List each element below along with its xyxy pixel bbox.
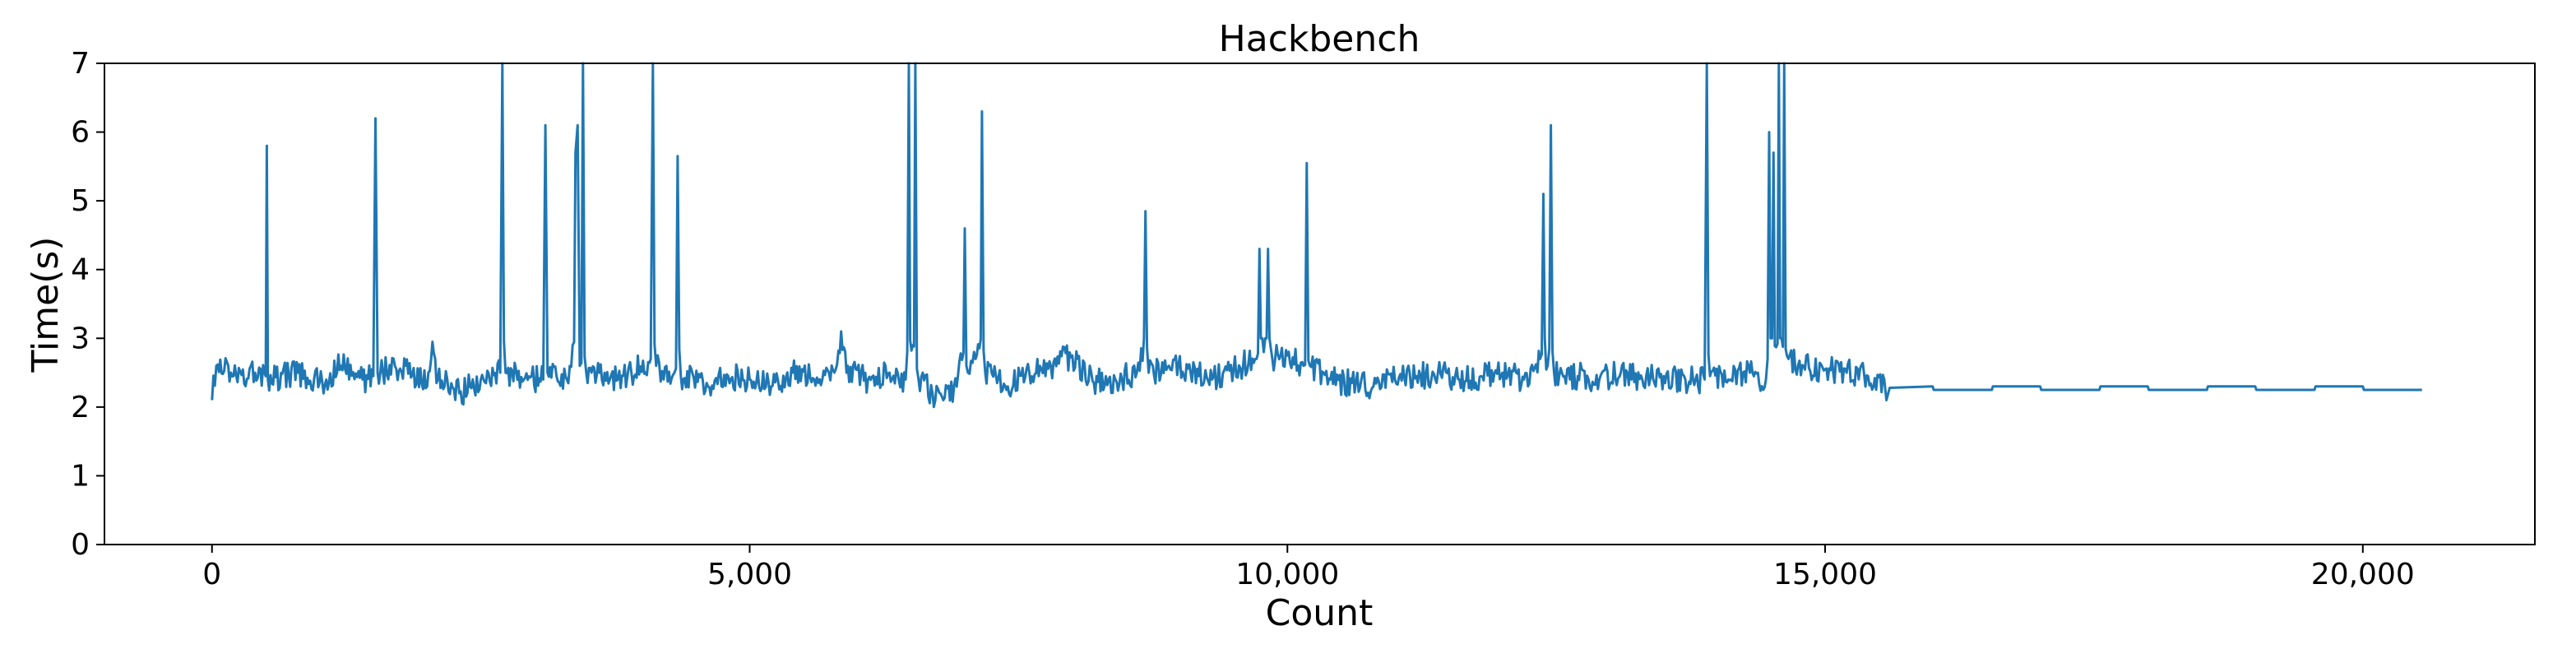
plot-frame (104, 63, 2536, 545)
y-tick-label: 7 (71, 47, 90, 81)
chart-title: Hackbench (1219, 18, 1420, 60)
y-tick-label: 5 (71, 184, 90, 218)
series-line-0 (211, 62, 2422, 409)
y-tick-label: 0 (71, 528, 90, 562)
plot-area (211, 62, 2422, 409)
y-axis-title: Time(s) (25, 237, 67, 373)
x-tick-label: 10,000 (1235, 558, 1339, 591)
y-axis: 0 1 2 3 4 5 6 7 (71, 47, 104, 562)
x-tick-label: 15,000 (1773, 558, 1877, 591)
y-tick-label: 4 (71, 253, 90, 287)
x-axis-title: Count (1266, 592, 1374, 634)
x-axis: 0 5,000 10,000 15,000 20,000 (202, 545, 2415, 591)
y-tick-label: 1 (71, 459, 90, 493)
x-tick-label: 20,000 (2311, 558, 2415, 591)
y-tick-label: 6 (71, 116, 90, 150)
y-tick-label: 3 (71, 322, 90, 355)
y-tick-label: 2 (71, 391, 90, 424)
x-tick-label: 0 (202, 558, 221, 591)
x-tick-label: 5,000 (707, 558, 792, 591)
